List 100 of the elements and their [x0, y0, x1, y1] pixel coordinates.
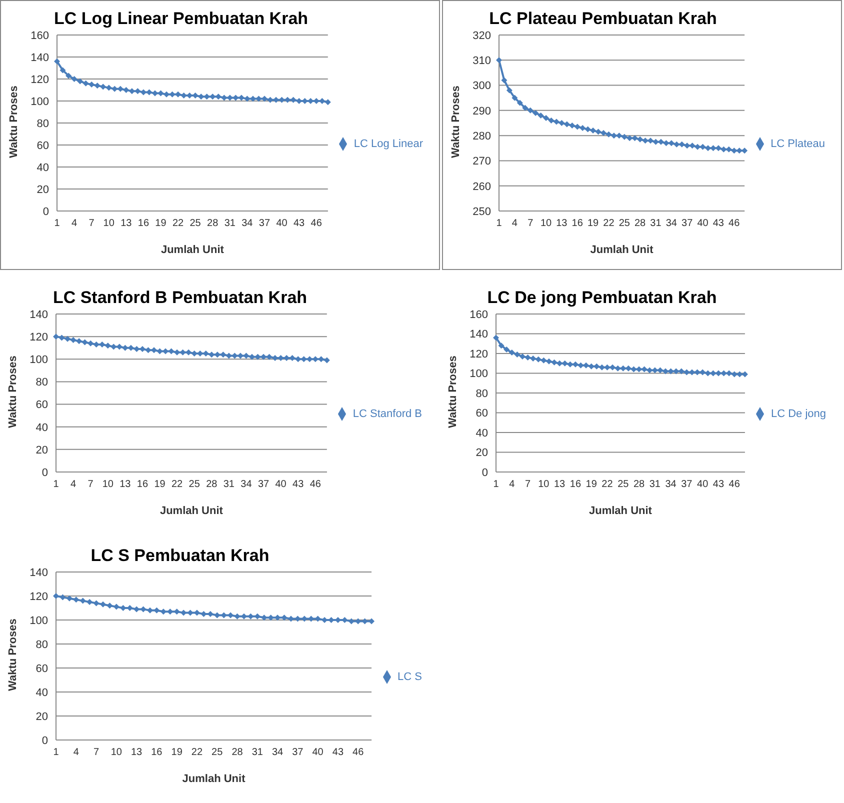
x-tick-label: 19 — [171, 747, 183, 758]
x-axis-title: Jumlah Unit — [160, 244, 224, 256]
y-tick-label: 20 — [36, 444, 48, 456]
point — [648, 138, 654, 144]
x-tick-label: 28 — [634, 218, 646, 230]
x-tick-label: 37 — [258, 479, 270, 490]
y-tick-label: 60 — [36, 140, 49, 152]
x-tick-label: 40 — [697, 479, 709, 490]
y-tick-label: 0 — [482, 466, 488, 479]
point — [71, 76, 78, 82]
x-tick-label: 43 — [712, 479, 724, 490]
y-tick-label: 60 — [476, 408, 488, 420]
y-tick-label: 60 — [36, 399, 48, 412]
y-tick-label: 0 — [42, 206, 49, 218]
y-tick-label: 140 — [30, 52, 49, 64]
x-axis-title: Jumlah Unit — [160, 505, 224, 517]
x-tick-label: 7 — [94, 747, 100, 758]
point — [580, 125, 586, 132]
x-tick-label: 37 — [681, 479, 693, 490]
point — [543, 114, 550, 121]
x-tick-label: 28 — [206, 479, 218, 490]
point — [100, 601, 106, 608]
point — [82, 80, 89, 86]
x-tick-label: 22 — [191, 747, 203, 758]
y-tick-label: 100 — [470, 368, 488, 380]
x-tick-label: 16 — [572, 218, 584, 230]
x-tick-label: 34 — [240, 479, 252, 490]
y-tick-label: 160 — [470, 308, 488, 321]
point — [527, 107, 534, 114]
point — [82, 339, 88, 346]
x-tick-label: 37 — [292, 747, 304, 758]
x-tick-label: 16 — [570, 479, 582, 490]
x-tick-label: 43 — [292, 479, 304, 490]
chart-title: LC Plateau Pembuatan Krah — [488, 9, 718, 29]
point — [512, 94, 518, 101]
point — [66, 72, 72, 79]
point — [583, 362, 590, 368]
point — [519, 353, 526, 360]
point — [553, 118, 560, 125]
x-tick-label: 10 — [540, 218, 552, 230]
point — [496, 57, 502, 64]
x-tick-label: 10 — [538, 479, 550, 490]
point — [186, 349, 192, 356]
y-axis-title: Waktu Proses — [446, 356, 459, 428]
x-tick-label: 28 — [232, 747, 244, 758]
x-tick-label: 1 — [53, 747, 60, 758]
y-axis-title: Waktu Proses — [8, 86, 20, 158]
y-tick-label: 320 — [472, 30, 491, 42]
point — [516, 100, 523, 106]
point — [662, 368, 668, 374]
legend-label: LC Plateau — [770, 138, 825, 150]
point — [128, 88, 135, 94]
y-axis-title: Waktu Proses — [450, 86, 462, 158]
point — [324, 99, 331, 106]
x-tick-label: 46 — [728, 218, 740, 230]
x-tick-label: 40 — [276, 218, 288, 230]
x-tick-label: 46 — [728, 479, 740, 490]
x-tick-label: 16 — [138, 218, 150, 230]
point — [522, 104, 528, 111]
x-tick-label: 16 — [151, 747, 163, 758]
x-tick-label: 31 — [252, 747, 264, 758]
y-tick-label: 20 — [476, 447, 488, 460]
x-tick-label: 4 — [70, 479, 77, 490]
point — [123, 87, 130, 93]
y-tick-label: 100 — [30, 614, 48, 627]
x-tick-label: 25 — [618, 479, 630, 490]
y-tick-label: 120 — [30, 590, 48, 603]
point — [532, 110, 539, 116]
x-tick-label: 31 — [650, 218, 662, 230]
y-tick-label: 140 — [30, 566, 48, 579]
x-tick-label: 25 — [188, 479, 200, 490]
y-axis-title: Waktu Proses — [6, 618, 19, 691]
point — [76, 338, 82, 344]
x-tick-label: 1 — [54, 218, 60, 230]
point — [501, 77, 508, 84]
x-tick-label: 34 — [272, 747, 284, 758]
y-tick-label: 290 — [472, 105, 491, 118]
x-tick-label: 46 — [310, 479, 322, 490]
x-tick-label: 19 — [155, 218, 167, 230]
x-tick-label: 10 — [110, 747, 122, 758]
point — [160, 608, 166, 615]
point — [594, 363, 600, 370]
point — [152, 90, 158, 96]
point — [106, 602, 113, 609]
point — [590, 128, 596, 134]
x-tick-label: 31 — [223, 479, 235, 490]
x-tick-label: 13 — [556, 218, 568, 230]
x-tick-label: 40 — [697, 218, 709, 230]
point — [113, 604, 120, 610]
point — [598, 364, 605, 370]
y-tick-label: 80 — [36, 376, 48, 389]
x-tick-label: 25 — [212, 747, 224, 758]
y-tick-label: 20 — [36, 710, 48, 723]
point — [80, 598, 86, 604]
point — [600, 130, 606, 136]
legend-label: LC De jong — [770, 408, 826, 420]
x-tick-label: 7 — [528, 218, 534, 230]
point — [60, 594, 66, 600]
point — [621, 134, 628, 140]
x-tick-label: 22 — [172, 218, 184, 230]
